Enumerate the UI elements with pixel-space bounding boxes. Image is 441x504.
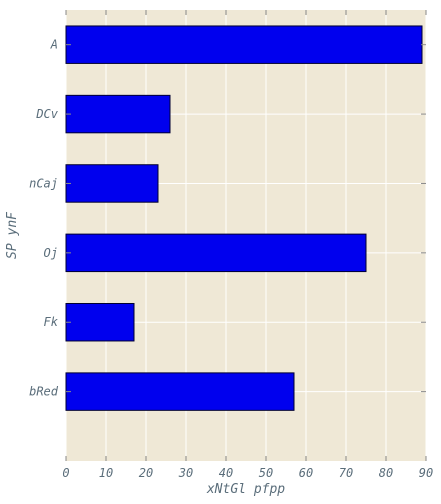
x-tick-labels: 0 10 20 30 40 50 60 70 80 90 [62,466,433,480]
bar [65,25,423,64]
x-tick-label: 30 [178,466,193,480]
x-tick-label: 50 [259,466,273,480]
x-tick-label: 40 [219,466,233,480]
bars [65,25,423,411]
y-tick-label: A [50,38,58,52]
bar [65,94,171,134]
x-tick-label: 80 [379,466,393,480]
x-tick-label: 0 [62,466,69,480]
y-tick-label: Oj [44,246,58,260]
x-tick-label: 90 [419,466,433,480]
y-tick-labels: A DCv nCaj Oj Fk bRed [29,38,59,399]
bar [65,372,295,411]
y-axis-label: SP ynF [5,211,20,259]
bar [65,164,159,203]
x-axis-label: xNtGl pfpp [206,482,285,497]
x-tick-label: 10 [99,466,113,480]
y-tick-label: Fk [44,315,59,329]
ticks [65,10,427,461]
x-tick-label: 20 [139,466,153,480]
bar [65,302,135,342]
y-tick-label: nCaj [29,176,58,190]
y-tick-label: DCv [35,107,58,121]
x-tick-label: 60 [299,466,313,480]
bar [65,233,367,273]
x-tick-label: 70 [339,466,353,480]
y-tick-label: bRed [29,385,59,399]
